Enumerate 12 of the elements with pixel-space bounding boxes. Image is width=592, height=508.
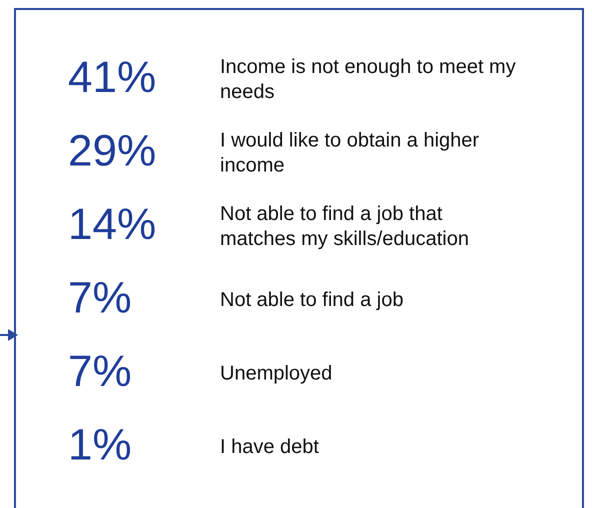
category-label: Not able to find a job that matches my skills/education	[220, 203, 469, 250]
data-label: 7%	[68, 347, 132, 396]
category-label: Unemployed	[220, 362, 332, 385]
category-label: Not able to find a job	[220, 289, 404, 312]
category-label: I would like to obtain a higher income	[220, 130, 480, 177]
category-label: Income is not enough to meet my needs	[220, 56, 516, 104]
data-label: 1%	[68, 420, 132, 470]
data-label: 29%	[68, 126, 156, 176]
category-label: I have debt	[220, 436, 320, 458]
data-label: 41%	[68, 53, 156, 102]
data-label: 14%	[68, 200, 156, 250]
data-label: 7%	[68, 274, 132, 323]
